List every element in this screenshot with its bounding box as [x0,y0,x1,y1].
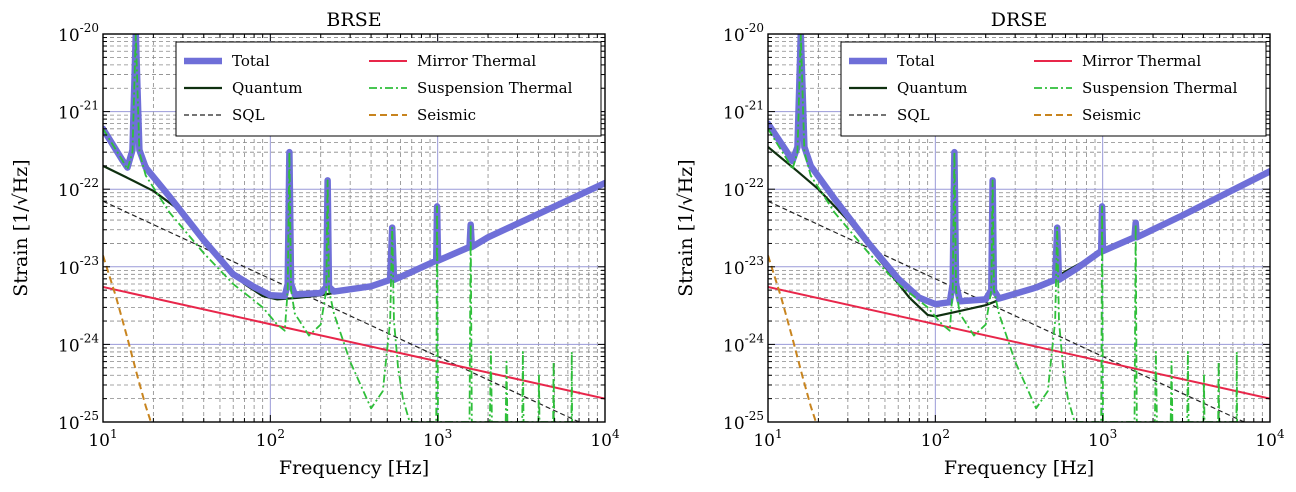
y-tick-label: 10-24 [723,331,764,356]
series-mirror [103,285,605,400]
y-axis-label: Strain [1/√Hz] [675,159,697,296]
series-group [768,34,1270,422]
tick-marks [767,33,1271,423]
x-tick-label: 102 [921,427,950,451]
legend-label-sql: SQL [897,106,930,124]
y-tick-label: 10-25 [58,409,99,434]
legend-label-suspension: Suspension Thermal [1082,79,1238,97]
legend: Total Quantum SQL Mirror Thermal Suspension … [840,41,1267,137]
series-group [103,34,605,422]
x-tick-label: 103 [1088,427,1117,451]
x-tick-label: 103 [423,427,452,451]
legend-label-total: Total [232,52,270,70]
chart-panel-1: 101 102 103 104 10-25 10-24 10-23 10-22 10-21 10-… [10,9,620,479]
legend-label-quantum: Quantum [232,79,302,97]
y-axis-label: Strain [1/√Hz] [10,159,32,296]
series-sql [103,200,581,422]
y-tick-label: 10-21 [58,99,99,124]
legend-label-total: Total [897,52,935,70]
series-mirror [768,285,1270,400]
series-seismic [103,255,152,422]
y-tick-label: 10-20 [58,21,99,46]
legend-box [175,41,602,137]
legend: Total Quantum SQL Mirror Thermal Suspension … [175,41,602,137]
legend-label-mirror: Mirror Thermal [417,52,536,70]
y-tick-label: 10-21 [723,99,764,124]
y-tick-label: 10-22 [58,176,99,201]
y-tick-label: 10-23 [58,254,99,279]
series-suspension [103,34,574,422]
plot-frame [767,33,1271,423]
legend-box [840,41,1267,137]
series-quantum [103,164,605,301]
y-tick-label: 10-20 [723,21,764,46]
chart-title: BRSE [326,9,381,31]
legend-label-seismic: Seismic [1082,106,1141,124]
tick-marks [102,33,606,423]
x-tick-label: 101 [753,427,782,451]
series-total [103,34,605,300]
series-seismic [768,255,817,422]
series-suspension [768,34,1239,422]
chart-title: DRSE [991,9,1047,31]
x-tick-label: 102 [256,427,285,451]
x-axis-label: Frequency [Hz] [944,457,1094,479]
y-tick-label: 10-23 [723,254,764,279]
x-tick-label: 104 [590,427,620,451]
x-tick-label: 104 [1255,427,1285,451]
y-tick-label: 10-22 [723,176,764,201]
legend-label-seismic: Seismic [417,106,476,124]
legend-label-mirror: Mirror Thermal [1082,52,1201,70]
y-tick-label: 10-25 [723,409,764,434]
legend-label-sql: SQL [232,106,265,124]
plot-frame [102,33,606,423]
y-tick-label: 10-24 [58,331,99,356]
x-axis-label: Frequency [Hz] [279,457,429,479]
x-tick-label: 101 [88,427,117,451]
legend-label-quantum: Quantum [897,79,967,97]
legend-label-suspension: Suspension Thermal [417,79,573,97]
chart-panel-2: 101 102 103 104 10-25 10-24 10-23 10-22 10-21 10-… [675,9,1285,479]
series-sql [768,200,1246,422]
